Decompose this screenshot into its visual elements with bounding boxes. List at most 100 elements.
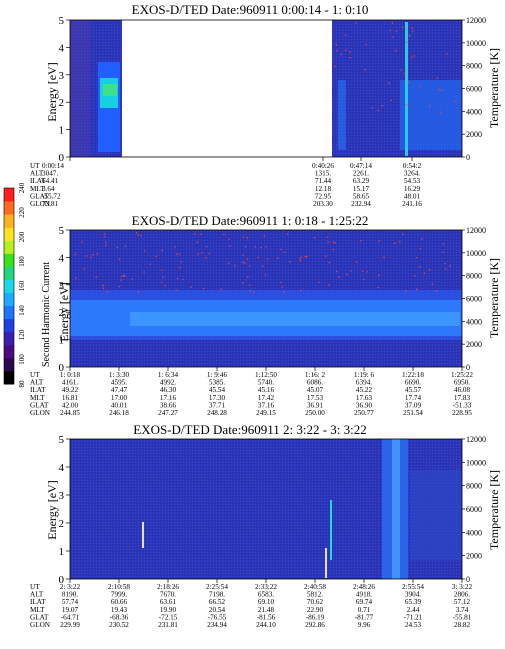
speckle xyxy=(208,253,210,255)
orbit-cell: 1:25:22 xyxy=(451,371,473,379)
orbit-cell: 2: 3:22 xyxy=(60,583,81,591)
colorbar-title: Second Harmonic Current xyxy=(41,262,52,367)
speckle xyxy=(405,41,408,43)
y-tick-label: 2 xyxy=(59,307,65,319)
orbit-cell: -64.71 xyxy=(61,613,80,621)
orbit-cell: 69.74 xyxy=(356,598,373,606)
orbit-cell: 2:48:26 xyxy=(353,583,375,591)
orbit-cell: 2261. xyxy=(353,170,369,178)
orbit-cell: 2:25:54 xyxy=(206,583,228,591)
speckle xyxy=(335,44,337,46)
speckle xyxy=(227,262,230,264)
y2-tick-label: 8000 xyxy=(466,62,482,71)
orbit-cell: 17.83 xyxy=(454,394,471,402)
panel-3-white-streak xyxy=(142,522,144,548)
speckle xyxy=(118,285,120,288)
speckle xyxy=(436,77,438,79)
panel-3-cyan-streak xyxy=(330,500,332,560)
y2-tick-label: 12000 xyxy=(466,435,486,444)
speckle xyxy=(135,232,138,234)
speckle xyxy=(345,49,347,51)
orbit-row-label: ALT xyxy=(30,379,44,387)
speckle xyxy=(265,274,267,276)
orbit-cell: 28.82 xyxy=(454,621,471,629)
speckle xyxy=(254,246,256,248)
orbit-cell: -76.55 xyxy=(208,613,227,621)
y-tick-label: 4 xyxy=(59,252,65,264)
speckle xyxy=(349,51,351,53)
speckle xyxy=(378,240,381,242)
speckle xyxy=(332,248,334,251)
speckle xyxy=(155,255,157,257)
orbit-row-label: GLAT xyxy=(30,613,49,621)
panel-1-axis-ticks: 0 1 2 3 4 5 0 2000 4000 6000 8000 10000 12000 xyxy=(59,15,487,164)
speckle xyxy=(266,258,269,260)
y-tick-label: 5 xyxy=(59,434,65,446)
orbit-cell: 6583. xyxy=(258,591,274,599)
panel-1-green-core xyxy=(103,84,117,96)
colorbar-swatch xyxy=(4,370,14,385)
speckle xyxy=(429,269,431,271)
orbit-row-label: UT xyxy=(30,371,40,379)
orbit-cell: 9.96 xyxy=(358,621,371,629)
speckle xyxy=(75,277,77,279)
colorbar-swatch xyxy=(4,344,14,359)
speckle xyxy=(414,275,416,277)
speckle xyxy=(392,36,394,38)
orbit-cell: 244.10 xyxy=(256,621,276,629)
speckle xyxy=(390,99,392,102)
speckle xyxy=(444,262,446,265)
y-tick-label: 3 xyxy=(59,280,65,292)
speckle xyxy=(120,279,122,281)
speckle xyxy=(419,85,422,87)
orbit-cell: 7198. xyxy=(209,591,225,599)
orbit-cell: 2:10:58 xyxy=(108,583,130,591)
speckle xyxy=(121,275,123,278)
orbit-cell: 0:40:26 xyxy=(312,162,334,170)
speckle xyxy=(104,241,107,244)
speckle xyxy=(304,255,306,258)
speckle xyxy=(409,34,411,37)
orbit-cell: 0:00:14 xyxy=(42,162,64,170)
speckle xyxy=(102,287,105,289)
colorbar-tick-label: 240 xyxy=(18,182,26,193)
speckle xyxy=(377,286,379,289)
y-tick-label: 3 xyxy=(59,490,65,502)
panel-3-title: EXOS-D/TED Date:960911 2: 3:22 - 3: 3:22 xyxy=(133,422,367,437)
y-tick-label: 1 xyxy=(59,125,65,137)
speckle xyxy=(366,271,368,273)
orbit-cell: 1: 9:46 xyxy=(207,371,228,379)
speckle xyxy=(176,277,179,280)
orbit-row-label: GLAT xyxy=(30,401,49,409)
orbit-cell: 66.52 xyxy=(209,598,226,606)
speckle xyxy=(263,235,265,237)
speckle xyxy=(262,265,264,267)
speckle xyxy=(405,104,408,106)
orbit-cell: 17.00 xyxy=(111,394,128,402)
y-tick-label: 1 xyxy=(59,335,65,347)
orbit-cell: 232.94 xyxy=(351,200,371,208)
y2-tick-label: 0 xyxy=(466,153,470,162)
colorbar-tick-label: 100 xyxy=(18,354,26,365)
speckle xyxy=(265,246,267,248)
y-tick-label: 4 xyxy=(59,462,65,474)
orbit-cell: 228.95 xyxy=(452,409,472,417)
orbit-cell: 46.30 xyxy=(160,386,177,394)
orbit-cell: 73.81 xyxy=(42,200,59,208)
speckle xyxy=(257,256,259,259)
orbit-cell: 65.39 xyxy=(405,598,422,606)
panel-3-white-streak-2 xyxy=(325,548,327,578)
y-tick-label: 5 xyxy=(59,225,65,237)
orbit-cell: 45.22 xyxy=(356,386,373,394)
speckle xyxy=(242,254,244,256)
speckle xyxy=(445,268,447,270)
speckle xyxy=(180,261,182,263)
speckle xyxy=(332,241,335,243)
y2-tick-label: 12000 xyxy=(466,16,486,25)
speckle xyxy=(116,246,119,248)
orbit-cell: 250.77 xyxy=(354,409,374,417)
panel-1-data-gap xyxy=(122,20,332,157)
speckle xyxy=(179,267,181,269)
